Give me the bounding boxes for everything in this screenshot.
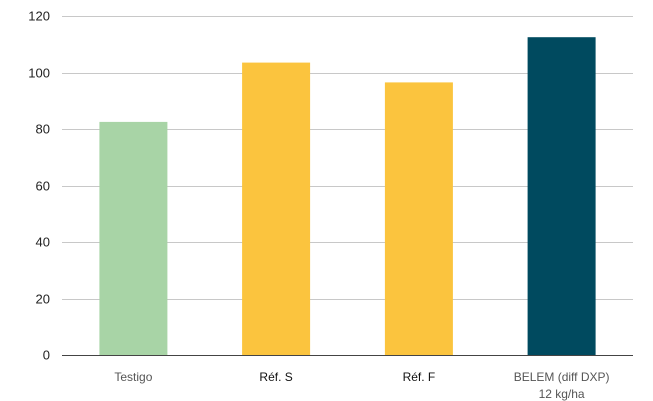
x-tick-label: BELEM (diff DXP) bbox=[514, 370, 610, 384]
bar bbox=[242, 62, 311, 355]
y-tick-label: 0 bbox=[43, 348, 50, 363]
y-tick-label: 80 bbox=[36, 122, 50, 137]
bar bbox=[99, 121, 168, 356]
y-axis-ticks: 0 20 40 60 80 100 120 bbox=[28, 9, 50, 363]
x-tick-label: 12 kg/ha bbox=[539, 387, 585, 401]
x-tick-label: Réf. S bbox=[259, 370, 292, 384]
x-tick-label: Réf. F bbox=[403, 370, 436, 384]
bars bbox=[99, 37, 596, 356]
x-axis-ticks: Testigo Réf. S Réf. F BELEM (diff DXP) 12 kg… bbox=[114, 370, 609, 401]
y-tick-label: 120 bbox=[28, 9, 50, 24]
y-tick-label: 20 bbox=[36, 292, 50, 307]
bar bbox=[527, 37, 596, 355]
y-tick-label: 40 bbox=[36, 235, 50, 250]
bar bbox=[384, 82, 453, 356]
y-tick-label: 100 bbox=[28, 66, 50, 81]
x-tick-label: Testigo bbox=[114, 370, 152, 384]
y-tick-label: 60 bbox=[36, 179, 50, 194]
